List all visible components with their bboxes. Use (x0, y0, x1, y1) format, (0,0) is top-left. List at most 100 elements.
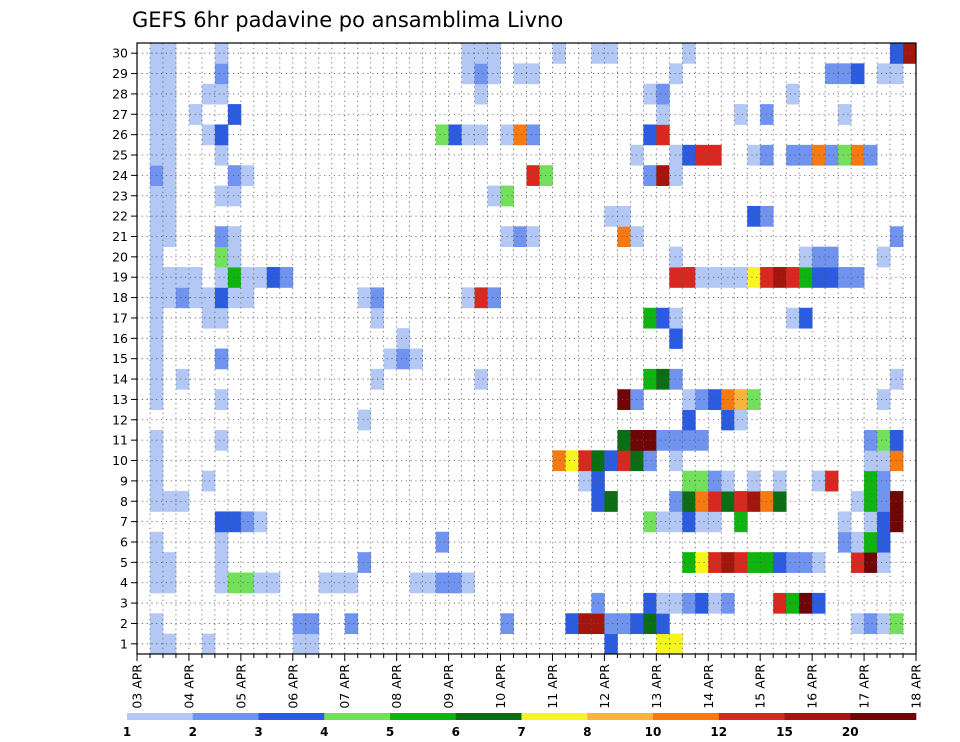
heatmap-cell (214, 531, 229, 553)
heatmap-cell (708, 267, 722, 288)
heatmap-cell (864, 552, 878, 573)
heatmap-cell (604, 43, 618, 64)
heatmap-cell (214, 185, 229, 207)
heatmap-cell (513, 124, 527, 146)
heatmap-cell (474, 287, 488, 309)
heatmap-cell (877, 531, 891, 553)
colorbar-swatch (390, 713, 457, 720)
heatmap-cell (695, 470, 709, 492)
heatmap-cell (617, 613, 631, 635)
x-tick-label: 05 APR (233, 664, 248, 709)
colorbar-swatch (784, 713, 851, 720)
heatmap-cell (643, 124, 657, 146)
heatmap-cell (396, 348, 411, 370)
heatmap-cell (305, 613, 320, 635)
heatmap-cell (162, 43, 177, 64)
heatmap-cell (201, 633, 216, 655)
heatmap-cell (162, 63, 177, 85)
x-tick-label: 10 APR (493, 664, 508, 709)
heatmap-cell (227, 267, 242, 288)
heatmap-cell (396, 328, 411, 349)
y-tick-label: 17 (112, 310, 128, 325)
heatmap-cell (708, 144, 722, 166)
heatmap-cell (331, 572, 346, 594)
heatmap-cell (890, 450, 904, 472)
heatmap-cell (643, 307, 657, 329)
heatmap-cell (162, 124, 177, 146)
heatmap-cell (214, 429, 229, 451)
heatmap-cell (773, 267, 787, 288)
heatmap-cell (877, 511, 891, 533)
heatmap-cell (253, 511, 268, 533)
heatmap-cell (474, 63, 488, 85)
x-tick-label: 15 APR (753, 664, 768, 709)
heatmap-cell (747, 205, 761, 227)
heatmap-cell (201, 470, 216, 492)
heatmap-cell (708, 552, 722, 573)
heatmap-cell (344, 572, 359, 594)
heatmap-cell (227, 246, 242, 268)
heatmap-cell (526, 165, 540, 186)
heatmap-cell (162, 185, 177, 207)
heatmap-cell (253, 267, 268, 288)
heatmap-cell (773, 552, 787, 573)
heatmap-cell (435, 531, 449, 553)
heatmap-cell (214, 572, 229, 594)
y-tick-label: 1 (120, 636, 128, 651)
heatmap-cell (877, 552, 891, 573)
heatmap-cell (799, 144, 813, 166)
heatmap-cell (734, 389, 748, 410)
colorbar-swatch (192, 713, 259, 720)
heatmap-cell (695, 267, 709, 288)
heatmap-cell (487, 287, 501, 309)
heatmap-cell (669, 633, 683, 655)
colorbar-swatch (324, 713, 391, 720)
heatmap-cell (708, 592, 722, 614)
heatmap-cell (708, 470, 722, 492)
heatmap-cell (357, 287, 372, 309)
heatmap-cell (214, 307, 229, 329)
heatmap-cell (864, 144, 878, 166)
heatmap-cell (877, 613, 891, 635)
heatmap-cell (292, 613, 307, 635)
heatmap-cell (526, 226, 540, 248)
y-tick-label: 2 (120, 616, 128, 631)
y-tick-label: 14 (112, 372, 128, 387)
heatmap-cell (734, 409, 748, 431)
x-tick-label: 14 APR (701, 664, 716, 709)
y-tick-label: 28 (112, 86, 128, 101)
heatmap-cell (838, 531, 852, 553)
heatmap-cell (838, 267, 852, 288)
heatmap-cell (708, 511, 722, 533)
heatmap-cell (838, 511, 852, 533)
heatmap-cell (890, 613, 904, 635)
heatmap-cell (708, 491, 722, 512)
heatmap-cell (201, 287, 216, 309)
heatmap-cell (669, 429, 683, 451)
heatmap-cell (266, 572, 281, 594)
heatmap-cell (890, 368, 904, 390)
y-tick-label: 4 (120, 575, 128, 590)
heatmap-cell (695, 552, 709, 573)
x-tick-label: 07 APR (337, 664, 352, 709)
y-tick-label: 21 (112, 229, 128, 244)
heatmap-cell (578, 470, 592, 492)
heatmap-cell (214, 144, 229, 166)
heatmap-cell (669, 165, 683, 186)
heatmap-cell (214, 552, 229, 573)
y-tick-label: 26 (112, 127, 128, 142)
y-tick-label: 7 (120, 514, 128, 529)
heatmap-cell (864, 531, 878, 553)
heatmap-cell (773, 592, 787, 614)
heatmap-cell (656, 368, 670, 390)
heatmap-cell (162, 144, 177, 166)
heatmap-cell (604, 633, 618, 655)
heatmap-cell (227, 165, 242, 186)
heatmap-cell (669, 491, 683, 512)
chart-title: GEFS 6hr padavine po ansamblima Livno (132, 8, 563, 32)
heatmap-cell (890, 226, 904, 248)
heatmap-cell (487, 185, 501, 207)
heatmap-cell (669, 267, 683, 288)
colorbar-swatch (455, 713, 522, 720)
heatmap-cell (747, 491, 761, 512)
